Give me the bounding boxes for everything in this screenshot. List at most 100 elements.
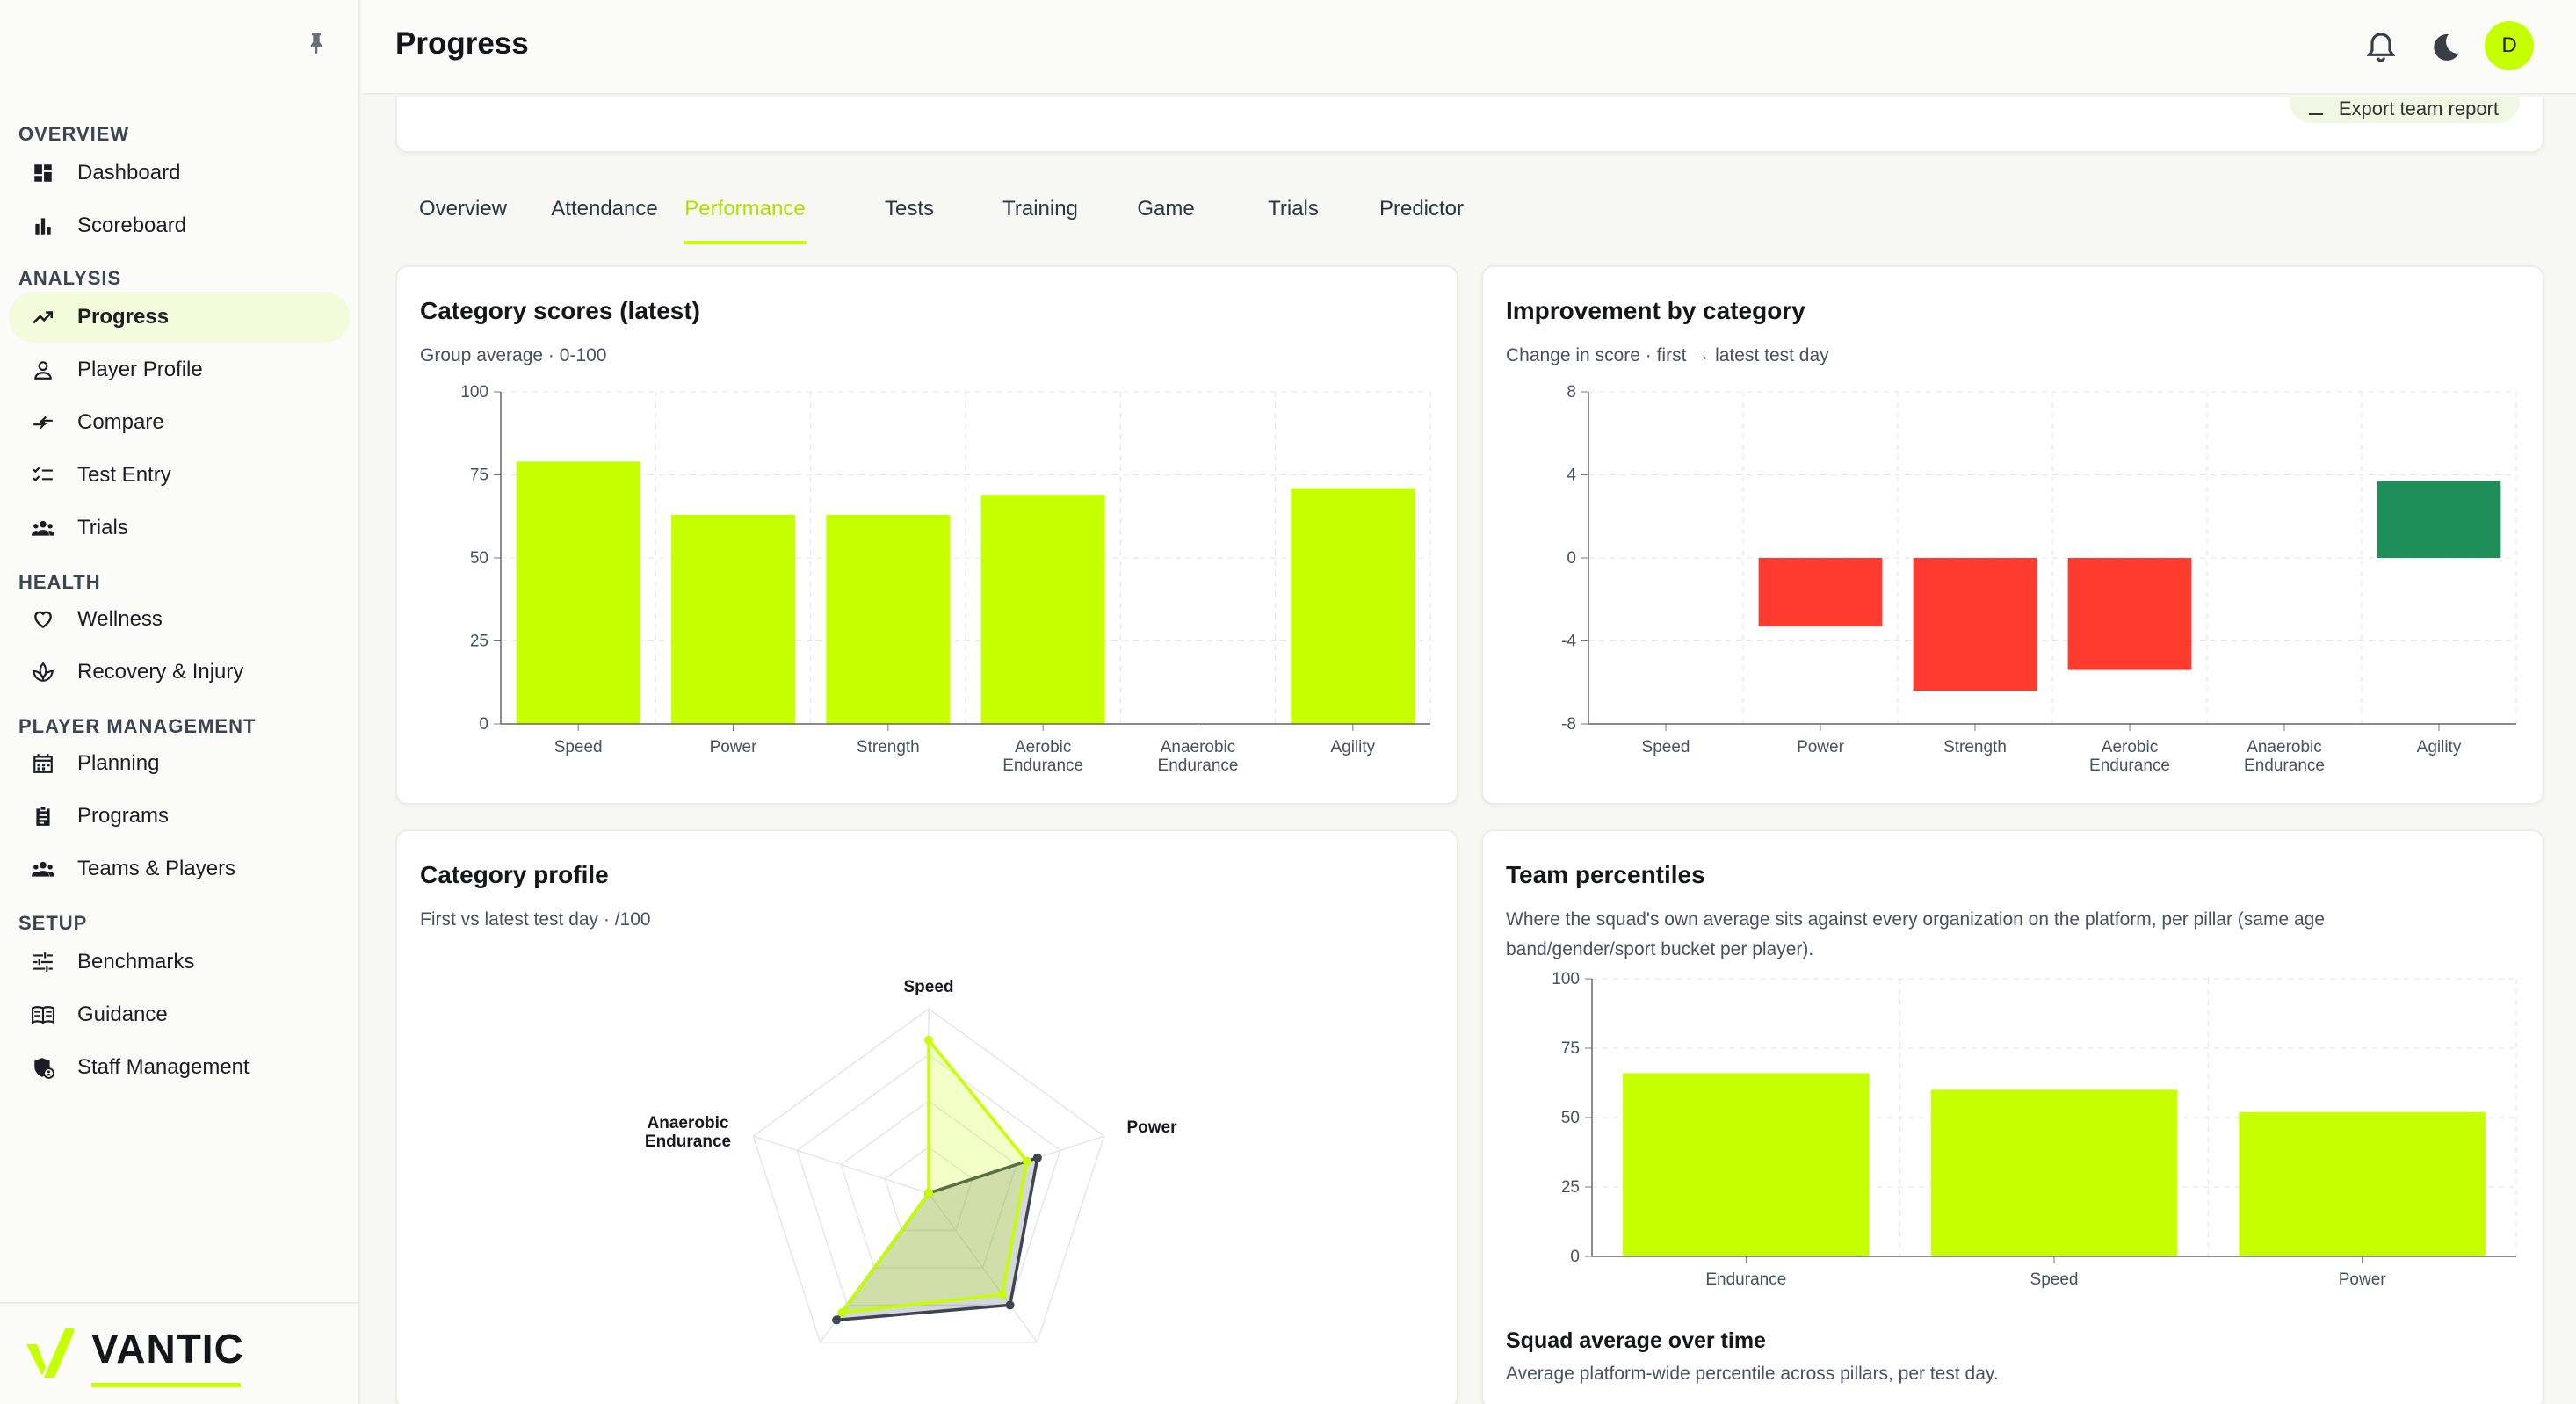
- squad-average-title: Squad average over time: [1506, 1328, 1766, 1353]
- bar: [2377, 481, 2501, 558]
- sidebar-item-label: Programs: [77, 804, 170, 828]
- radar-spoke: [928, 1192, 1038, 1343]
- clipboard-icon: [36, 806, 50, 826]
- bar: [1930, 1089, 2178, 1256]
- bar: [1758, 558, 1883, 626]
- improvement-by-category-card: Improvement by category Change in score …: [1481, 265, 2544, 805]
- x-tick-label: Endurance: [2244, 756, 2325, 775]
- sidebar-item-label: Planning: [77, 751, 160, 775]
- card-title: Category profile: [420, 861, 609, 888]
- section-health: HEALTH: [18, 571, 101, 593]
- radar-point: [1005, 1300, 1015, 1310]
- y-tick-label: 100: [460, 383, 488, 402]
- sidebar-item-progress[interactable]: Progress: [9, 292, 350, 343]
- bar: [980, 495, 1105, 724]
- sidebar-item-teams-players[interactable]: Teams & Players: [9, 843, 350, 894]
- vantic-logo-icon: [26, 1328, 74, 1378]
- sidebar-item-guidance[interactable]: Guidance: [9, 989, 350, 1040]
- group-icon: [32, 520, 54, 536]
- sidebar-item-label: Trials: [77, 516, 128, 539]
- x-tick-label: Speed: [2030, 1270, 2079, 1289]
- sidebar-item-recovery-injury[interactable]: Recovery & Injury: [9, 647, 350, 698]
- x-tick-label: Power: [2339, 1270, 2387, 1289]
- sidebar-item-label: Benchmarks: [77, 950, 195, 973]
- tab-attendance[interactable]: Attendance: [551, 197, 658, 221]
- section-overview: OVERVIEW: [18, 123, 130, 145]
- dark-mode-moon-icon[interactable]: [2427, 30, 2462, 65]
- x-tick-label: Speed: [1642, 738, 1690, 756]
- x-tick-label: Power: [710, 738, 758, 756]
- trending-up-icon: [33, 311, 54, 324]
- section-player-management: PLAYER MANAGEMENT: [18, 715, 257, 737]
- y-tick-label: 25: [470, 633, 488, 651]
- sidebar-item-label: Scoreboard: [77, 213, 187, 237]
- sidebar-item-label: Compare: [77, 410, 164, 434]
- y-tick-label: -8: [1561, 715, 1576, 734]
- x-tick-label: Speed: [554, 738, 603, 756]
- sidebar-item-label: Teams & Players: [77, 857, 236, 880]
- x-tick-label: Anaerobic: [1161, 738, 1236, 756]
- sidebar-item-wellness[interactable]: Wellness: [9, 594, 350, 645]
- radar-axis-label: Speed: [903, 978, 953, 996]
- category-profile-radar-chart: SpeedPowerStrengthAerobicEnduranceAnaero…: [645, 978, 1177, 1343]
- export-team-report-button[interactable]: Export team report: [2289, 97, 2520, 123]
- tune-icon: [33, 952, 53, 972]
- y-tick-label: 0: [1570, 1248, 1580, 1266]
- tab-overview[interactable]: Overview: [418, 197, 508, 221]
- spa-icon: [32, 662, 54, 682]
- category-profile-card: Category profile First vs latest test da…: [395, 829, 1458, 1404]
- team-percentiles-chart: 0 25 50 75 100 Endurance Speed Power: [1552, 970, 2517, 1289]
- card-subtitle: Change in score · first → latest test da…: [1506, 345, 1829, 365]
- compare-arrows-icon: [33, 416, 53, 430]
- sidebar-item-planning[interactable]: Planning: [9, 738, 350, 789]
- heart-icon: [34, 611, 52, 629]
- x-tick-label: Agility: [2417, 738, 2462, 756]
- tab-tests[interactable]: Tests: [884, 197, 934, 221]
- sidebar-item-player-profile[interactable]: Player Profile: [9, 344, 350, 395]
- subtitle-line: Where the squad's own average sits again…: [1506, 909, 2326, 930]
- tab-performance[interactable]: Performance: [684, 181, 807, 244]
- sidebar-item-label: Staff Management: [77, 1055, 250, 1079]
- tab-predictor[interactable]: Predictor: [1378, 197, 1465, 221]
- checklist-icon: [33, 467, 53, 481]
- sidebar-item-benchmarks[interactable]: Benchmarks: [9, 937, 350, 988]
- notification-bell-icon[interactable]: [2363, 30, 2399, 65]
- brand-logo[interactable]: VANTIC: [0, 1302, 360, 1404]
- sidebar-item-trials[interactable]: Trials: [9, 503, 350, 554]
- radar-point: [924, 1189, 933, 1198]
- sidebar-item-label: Progress: [77, 305, 170, 329]
- team-percentiles-card: Team percentiles Where the squad's own a…: [1481, 829, 2544, 1404]
- bar: [670, 514, 796, 724]
- pin-icon[interactable]: [303, 30, 329, 56]
- y-tick-label: -4: [1561, 633, 1576, 651]
- tab-game[interactable]: Game: [1137, 197, 1195, 221]
- sidebar-item-test-entry[interactable]: Test Entry: [9, 450, 350, 501]
- card-subtitle: Where the squad's own average sits again…: [1506, 905, 2325, 965]
- radar-series: [840, 1038, 1029, 1314]
- category-scores-card: Category scores (latest) Group average ·…: [395, 265, 1458, 805]
- sidebar-item-scoreboard[interactable]: Scoreboard: [9, 200, 350, 251]
- sidebar-item-dashboard[interactable]: Dashboard: [9, 148, 350, 199]
- export-team-report-label: Export team report: [2338, 98, 2499, 119]
- x-tick-label: Strength: [1943, 738, 2007, 756]
- download-icon: [2308, 113, 2323, 115]
- sidebar-item-label: Guidance: [77, 1002, 168, 1026]
- page-title: Progress: [395, 26, 529, 61]
- card-title: Improvement by category: [1506, 297, 1805, 324]
- y-tick-label: 0: [479, 715, 488, 734]
- y-tick-label: 75: [1561, 1039, 1580, 1058]
- bar: [516, 461, 640, 724]
- sidebar-item-label: Player Profile: [77, 358, 203, 381]
- sidebar-item-programs[interactable]: Programs: [9, 791, 350, 842]
- sidebar-item-compare[interactable]: Compare: [9, 397, 350, 448]
- user-avatar[interactable]: D: [2485, 21, 2534, 70]
- card-subtitle: First vs latest test day · /100: [420, 909, 651, 930]
- bar: [1623, 1073, 1870, 1256]
- tab-trials[interactable]: Trials: [1268, 197, 1319, 221]
- tab-training[interactable]: Training: [1002, 197, 1078, 221]
- radar-point: [1022, 1156, 1031, 1166]
- radar-spoke: [753, 1135, 930, 1194]
- sidebar-item-staff-management[interactable]: Staff Management: [9, 1042, 350, 1093]
- x-tick-label: Endurance: [1705, 1270, 1786, 1289]
